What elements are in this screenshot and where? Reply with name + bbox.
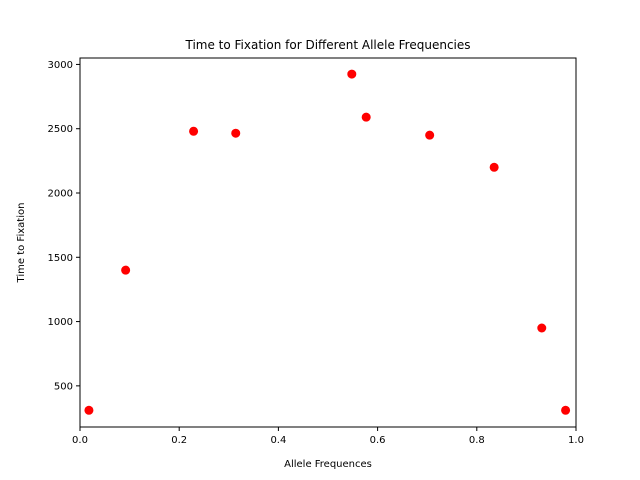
y-axis-label: Time to Fixation [16,203,27,284]
data-point [347,69,357,79]
chart-title: Time to Fixation for Different Allele Fr… [184,38,470,52]
plot-frame [79,57,577,428]
y-tick-label: 3000 [48,60,73,71]
x-tick-label: 0.4 [270,435,286,446]
y-tick-label: 1000 [48,317,73,328]
y-tick-label: 500 [54,381,73,392]
x-tick-label: 1.0 [568,435,584,446]
x-tick-label: 0.0 [72,435,88,446]
x-axis-ticks: 0.0 0.2 0.4 0.6 0.8 1.0 [72,427,584,446]
data-point [489,162,499,172]
x-tick-label: 0.2 [171,435,187,446]
data-point [361,112,371,122]
y-tick-label: 2500 [48,124,73,135]
data-point [189,126,199,136]
y-tick-label: 1500 [48,253,73,264]
y-axis-ticks: 500 1000 1500 2000 2500 3000 [48,60,80,392]
data-point [84,405,94,415]
data-point [537,323,547,333]
x-tick-label: 0.6 [370,435,386,446]
data-points [84,69,571,415]
data-point [561,405,571,415]
data-point [425,130,435,140]
data-point [231,128,241,138]
x-axis-label: Allele Frequences [284,459,372,470]
x-tick-label: 0.8 [469,435,485,446]
y-tick-label: 2000 [48,189,73,200]
data-point [121,265,131,275]
